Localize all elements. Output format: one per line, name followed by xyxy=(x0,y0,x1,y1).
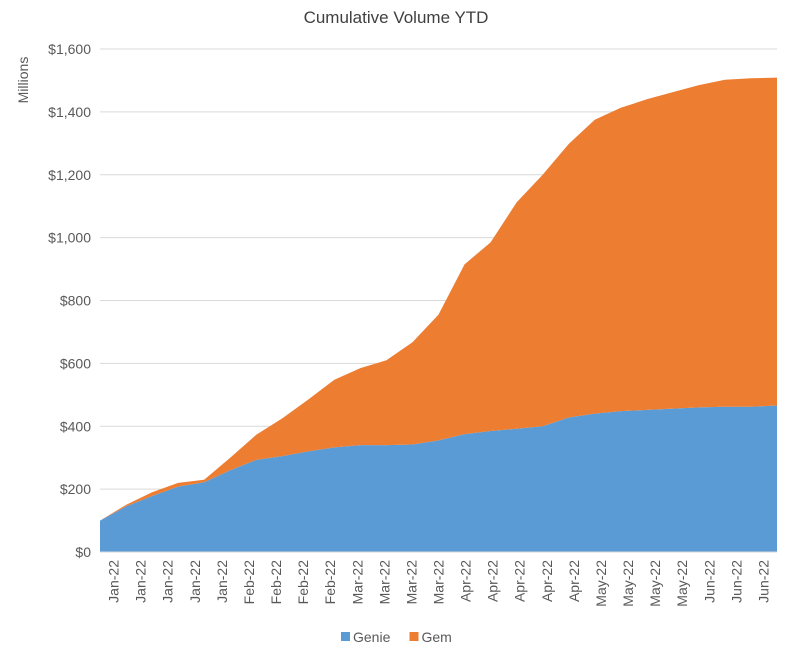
x-tick-label: Apr-22 xyxy=(566,560,582,602)
x-tick-label: Jun-22 xyxy=(755,560,771,603)
x-tick-label: Jun-22 xyxy=(701,560,717,603)
x-tick-label: Feb-22 xyxy=(241,560,257,605)
x-tick-label: Jan-22 xyxy=(160,560,176,603)
y-tick-label: $1,400 xyxy=(48,104,91,120)
legend: Genie Gem xyxy=(341,629,452,645)
x-tick-label: Apr-22 xyxy=(512,560,528,602)
area-genie xyxy=(100,405,777,552)
x-tick-label: Feb-22 xyxy=(295,560,311,605)
y-tick-label: $0 xyxy=(75,544,91,560)
x-tick-label: Jun-22 xyxy=(728,560,744,603)
x-tick-label: May-22 xyxy=(674,560,690,607)
y-axis-ticks: $0 $200 $400 $600 $800 $1,000 $1,200 $1,400 $1,6… xyxy=(48,41,91,560)
y-tick-label: $1,200 xyxy=(48,167,91,183)
x-tick-label: May-22 xyxy=(647,560,663,607)
y-tick-label: $600 xyxy=(60,355,91,371)
y-tick-label: $800 xyxy=(60,293,91,309)
area-gem xyxy=(100,77,777,521)
x-tick-label: Jan-22 xyxy=(187,560,203,603)
legend-label-genie: Genie xyxy=(353,629,391,645)
y-tick-label: $1,600 xyxy=(48,41,91,57)
x-tick-label: Apr-22 xyxy=(458,560,474,602)
x-tick-label: Jan-22 xyxy=(106,560,122,603)
x-tick-label: Jan-22 xyxy=(214,560,230,603)
x-tick-label: May-22 xyxy=(620,560,636,607)
y-axis-label: Millions xyxy=(15,57,31,104)
x-tick-label: May-22 xyxy=(593,560,609,607)
y-tick-label: $400 xyxy=(60,418,91,434)
chart-title: Cumulative Volume YTD xyxy=(303,8,489,27)
x-tick-label: Apr-22 xyxy=(485,560,501,602)
x-tick-label: Mar-22 xyxy=(376,560,392,605)
x-tick-label: Feb-22 xyxy=(322,560,338,605)
x-tick-label: Mar-22 xyxy=(431,560,447,605)
x-tick-label: Mar-22 xyxy=(403,560,419,605)
y-tick-label: $200 xyxy=(60,481,91,497)
x-tick-label: Mar-22 xyxy=(349,560,365,605)
legend-label-gem: Gem xyxy=(422,629,452,645)
legend-swatch-gem xyxy=(409,632,419,641)
x-axis-ticks: Jan-22 Jan-22 Jan-22 Jan-22 Jan-22 Feb-22 Feb-… xyxy=(106,560,772,607)
areas xyxy=(100,77,777,553)
x-tick-label: Apr-22 xyxy=(539,560,555,602)
x-tick-label: Jan-22 xyxy=(133,560,149,603)
legend-swatch-genie xyxy=(341,632,350,641)
y-tick-label: $1,000 xyxy=(48,230,91,246)
x-tick-label: Feb-22 xyxy=(268,560,284,605)
